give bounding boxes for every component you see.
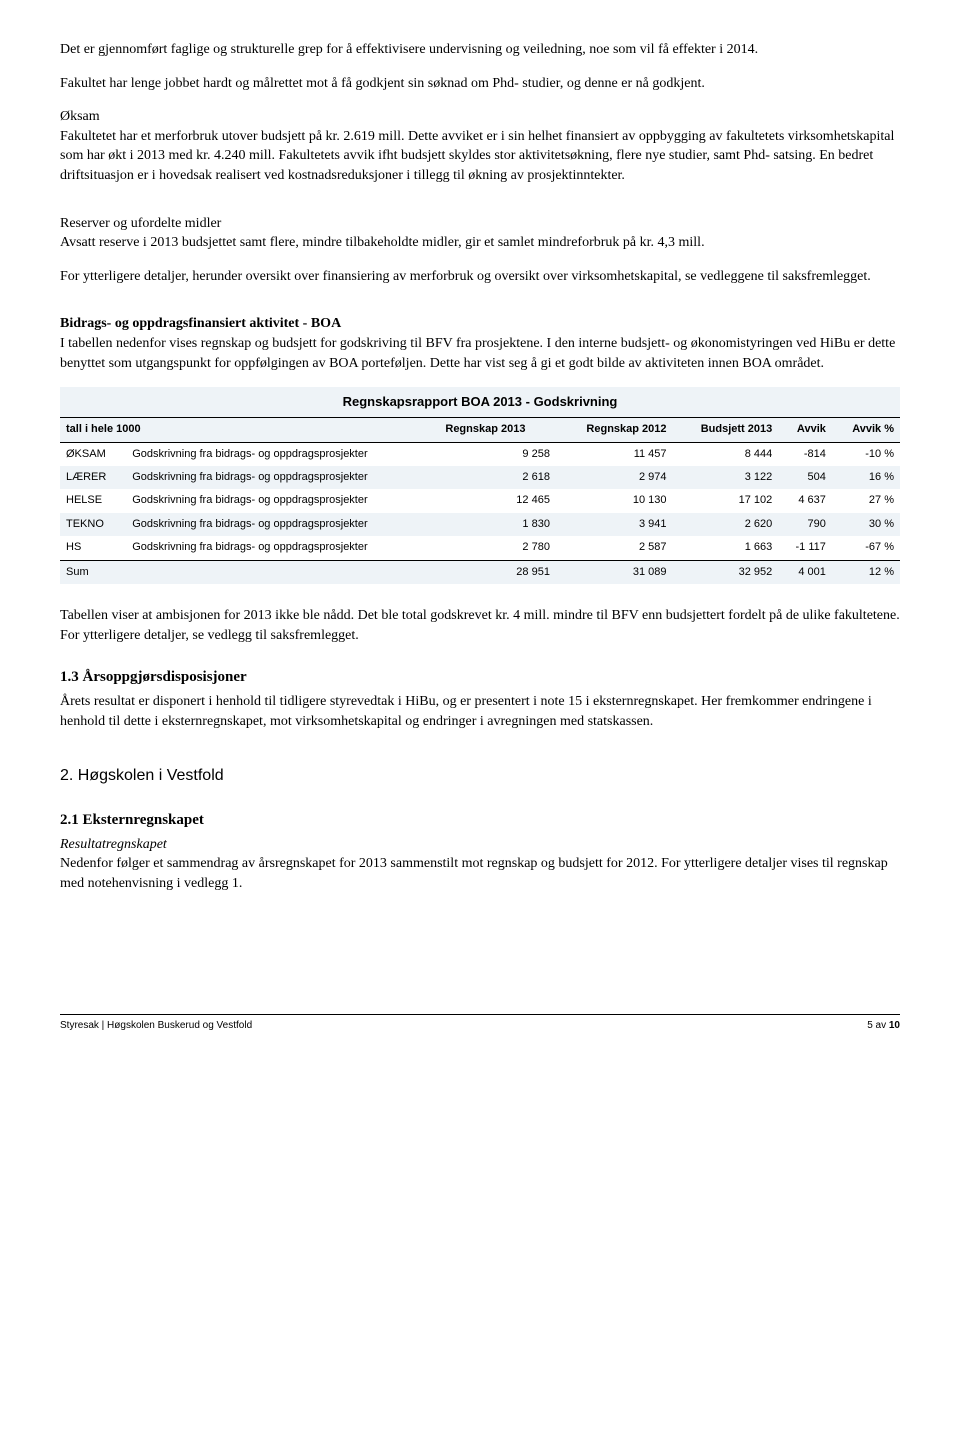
col-h: Budsjett 2013	[673, 418, 779, 442]
paragraph: Årets resultat er disponert i henhold ti…	[60, 692, 900, 731]
row-desc: Godskrivning fra bidrags- og oppdragspro…	[126, 466, 439, 489]
cell: -10 %	[832, 442, 900, 466]
cell: 9 258	[439, 442, 556, 466]
boa-table: Regnskapsrapport BOA 2013 - Godskrivning…	[60, 387, 900, 584]
cell: 2 618	[439, 466, 556, 489]
cell: 2 587	[556, 536, 673, 560]
oksam-label: Øksam	[60, 109, 100, 124]
footer-right: 5 av 10	[867, 1019, 900, 1033]
heading-2: 2. Høgskolen i Vestfold	[60, 765, 900, 787]
table-title: Regnskapsrapport BOA 2013 - Godskrivning	[60, 387, 900, 418]
paragraph: Fakultet har lenge jobbet hardt og målre…	[60, 74, 900, 94]
boa-intro: I tabellen nedenfor vises regnskap og bu…	[60, 336, 895, 371]
cell: 504	[778, 466, 832, 489]
cell: 12 %	[832, 560, 900, 584]
cell: -67 %	[832, 536, 900, 560]
cell: 8 444	[673, 442, 779, 466]
footer-page-b: 10	[889, 1020, 900, 1031]
table-row: TEKNO Godskrivning fra bidrags- og oppdr…	[60, 513, 900, 536]
table-row: HS Godskrivning fra bidrags- og oppdrags…	[60, 536, 900, 560]
heading-2-1: 2.1 Eksternregnskapet	[60, 810, 900, 831]
footer-page-a: 5 av	[867, 1020, 889, 1031]
table-sum-row: Sum 28 951 31 089 32 952 4 001 12 %	[60, 560, 900, 584]
cell: 16 %	[832, 466, 900, 489]
cell: 31 089	[556, 560, 673, 584]
row-desc: Godskrivning fra bidrags- og oppdragspro…	[126, 513, 439, 536]
footer-left: Styresak | Høgskolen Buskerud og Vestfol…	[60, 1019, 252, 1033]
col-h: Avvik %	[832, 418, 900, 442]
heading-2-1-sub: Resultatregnskapet	[60, 835, 900, 855]
cell: 3 941	[556, 513, 673, 536]
cell: 1 830	[439, 513, 556, 536]
paragraph: Reserver og ufordelte midler Avsatt rese…	[60, 214, 900, 253]
sum-label: Sum	[60, 560, 126, 584]
table-title-row: Regnskapsrapport BOA 2013 - Godskrivning	[60, 387, 900, 418]
row-desc: Godskrivning fra bidrags- og oppdragspro…	[126, 489, 439, 512]
cell: 27 %	[832, 489, 900, 512]
cell: 28 951	[439, 560, 556, 584]
cell: 2 974	[556, 466, 673, 489]
paragraph: Øksam Fakultetet har et merforbruk utove…	[60, 107, 900, 185]
row-label: TEKNO	[60, 513, 126, 536]
cell: 17 102	[673, 489, 779, 512]
table-row: HELSE Godskrivning fra bidrags- og oppdr…	[60, 489, 900, 512]
cell: 4 637	[778, 489, 832, 512]
paragraph: Nedenfor følger et sammendrag av årsregn…	[60, 854, 900, 893]
row-label: ØKSAM	[60, 442, 126, 466]
cell: 2 780	[439, 536, 556, 560]
paragraph: Det er gjennomført faglige og strukturel…	[60, 40, 900, 60]
cell: 3 122	[673, 466, 779, 489]
row-desc: Godskrivning fra bidrags- og oppdragspro…	[126, 442, 439, 466]
cell: 30 %	[832, 513, 900, 536]
oksam-body: Fakultetet har et merforbruk utover buds…	[60, 129, 894, 183]
col-h: Regnskap 2012	[556, 418, 673, 442]
heading-1-3: 1.3 Årsoppgjørsdisposisjoner	[60, 667, 900, 688]
reserves-label: Reserver og ufordelte midler	[60, 216, 221, 231]
row-label: HELSE	[60, 489, 126, 512]
page-footer: Styresak | Høgskolen Buskerud og Vestfol…	[60, 1014, 900, 1033]
cell: -814	[778, 442, 832, 466]
boa-table-wrap: Regnskapsrapport BOA 2013 - Godskrivning…	[60, 387, 900, 584]
paragraph: Tabellen viser at ambisjonen for 2013 ik…	[60, 606, 900, 645]
cell: 12 465	[439, 489, 556, 512]
row-label: HS	[60, 536, 126, 560]
cell: 11 457	[556, 442, 673, 466]
row-desc: Godskrivning fra bidrags- og oppdragspro…	[126, 536, 439, 560]
reserves-body: Avsatt reserve i 2013 budsjettet samt fl…	[60, 235, 705, 250]
cell: 2 620	[673, 513, 779, 536]
cell: -1 117	[778, 536, 832, 560]
col-h: Avvik	[778, 418, 832, 442]
sum-desc	[126, 560, 439, 584]
table-header-row: tall i hele 1000 Regnskap 2013 Regnskap …	[60, 418, 900, 442]
cell: 1 663	[673, 536, 779, 560]
paragraph: For ytterligere detaljer, herunder overs…	[60, 267, 900, 287]
col-h: Regnskap 2013	[439, 418, 556, 442]
table-row: LÆRER Godskrivning fra bidrags- og oppdr…	[60, 466, 900, 489]
cell: 790	[778, 513, 832, 536]
cell: 32 952	[673, 560, 779, 584]
col-left: tall i hele 1000	[60, 418, 439, 442]
boa-heading: Bidrags- og oppdragsfinansiert aktivitet…	[60, 316, 341, 331]
cell: 10 130	[556, 489, 673, 512]
cell: 4 001	[778, 560, 832, 584]
boa-section: Bidrags- og oppdragsfinansiert aktivitet…	[60, 314, 900, 373]
row-label: LÆRER	[60, 466, 126, 489]
table-row: ØKSAM Godskrivning fra bidrags- og oppdr…	[60, 442, 900, 466]
